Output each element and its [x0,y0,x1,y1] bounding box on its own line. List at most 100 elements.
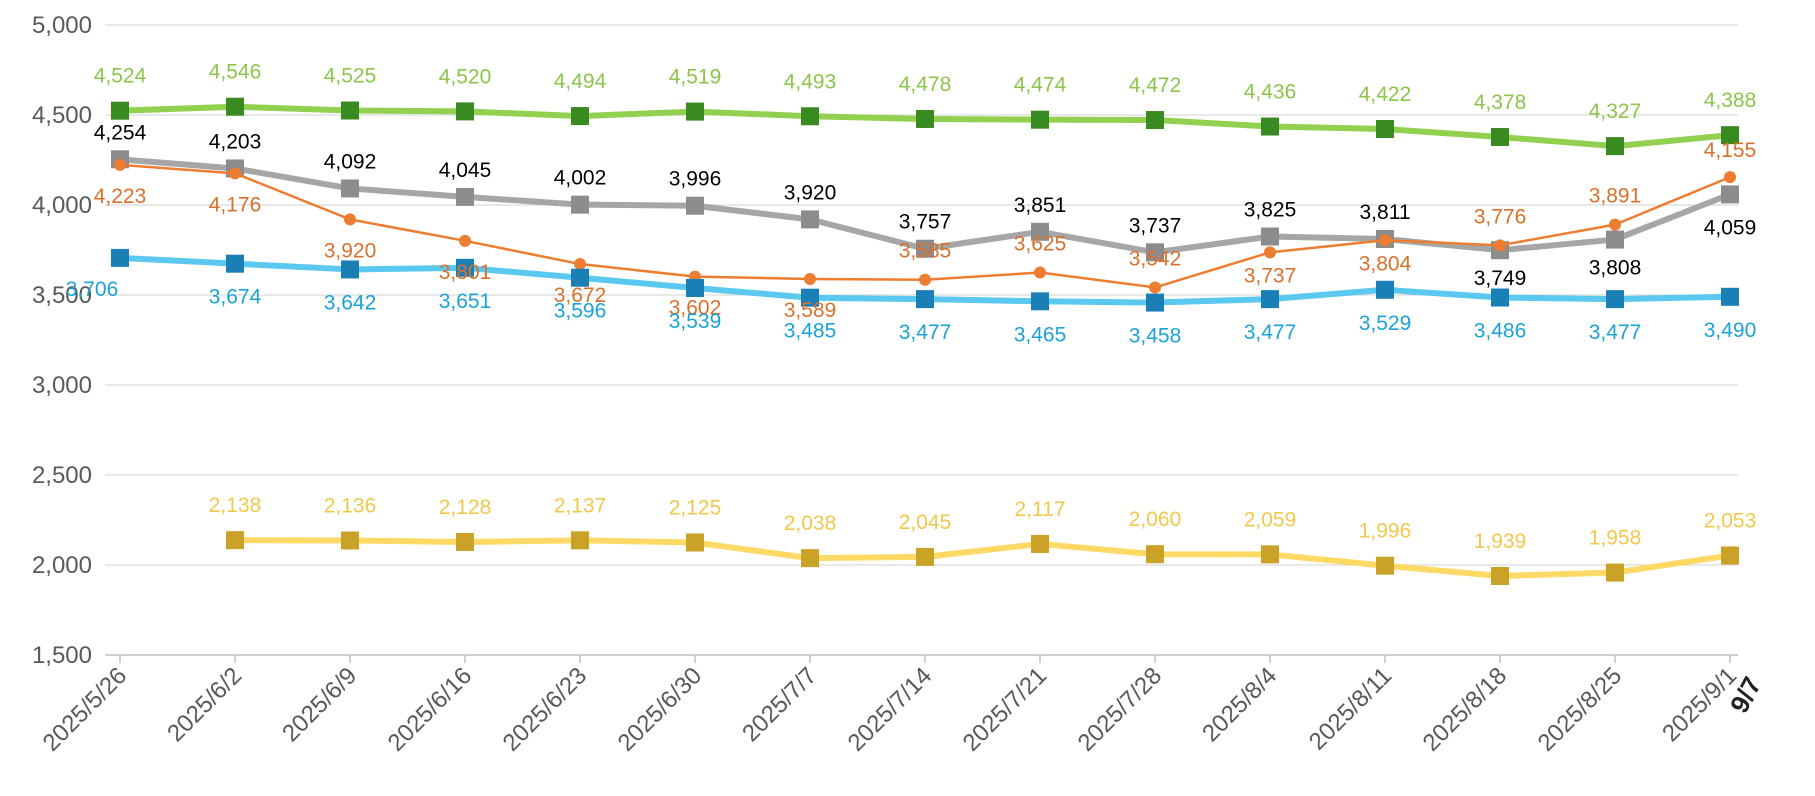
data-label-green: 4,546 [209,61,262,84]
data-point-green [1261,117,1279,136]
data-label-yellow: 1,939 [1474,530,1527,553]
data-label-blue: 3,477 [899,321,952,344]
data-point-orange [229,167,241,180]
data-label-orange: 3,891 [1589,185,1642,208]
data-label-gray: 3,811 [1360,201,1411,224]
data-label-orange: 3,542 [1129,247,1182,270]
data-label-blue: 3,465 [1014,323,1067,346]
data-point-gray [571,195,589,214]
data-point-yellow [456,532,474,551]
data-label-orange: 3,602 [669,297,722,320]
data-label-orange: 3,801 [439,261,492,284]
y-tick-label: 4,500 [32,102,92,129]
data-point-orange [459,234,471,247]
y-tick-label: 1,500 [32,642,92,669]
data-point-gray [801,210,819,229]
data-label-orange: 3,589 [784,299,837,322]
data-point-yellow [1721,546,1739,565]
y-tick-label: 4,000 [32,192,92,219]
data-point-yellow [341,531,359,550]
data-label-green: 4,327 [1589,100,1642,123]
data-point-orange [804,272,816,285]
data-label-green: 4,378 [1474,91,1527,114]
y-tick-label: 2,500 [32,462,92,489]
data-label-green: 4,493 [784,70,837,93]
data-point-green [226,97,244,116]
data-label-orange: 4,155 [1704,139,1757,162]
data-label-green: 4,474 [1014,74,1067,97]
data-point-orange [574,258,586,271]
data-label-blue: 3,458 [1129,325,1182,348]
data-point-yellow [226,531,244,550]
data-point-blue [341,260,359,279]
data-point-orange [919,273,931,286]
x-tick-label: 2025/6/16 [383,662,478,757]
data-point-blue [111,248,129,267]
data-label-orange: 3,625 [1014,233,1067,256]
data-point-green [571,107,589,126]
x-tick-label: 2025/7/7 [737,662,822,747]
data-label-yellow: 2,137 [554,494,607,517]
x-tick-label: 2025/7/14 [843,662,938,757]
y-tick-label: 3,000 [32,372,92,399]
data-point-yellow [1261,545,1279,564]
data-point-gray [1146,243,1164,262]
data-label-gray: 4,059 [1704,216,1757,239]
data-point-green [1606,137,1624,156]
data-point-orange [344,213,356,226]
data-point-gray [1261,227,1279,246]
data-point-gray [686,196,704,215]
data-label-yellow: 1,996 [1359,520,1412,543]
x-tick-label: 2025/6/9 [277,662,362,747]
data-point-gray [1721,185,1739,204]
y-axis-ticks: 1,500 2,000 2,500 3,000 3,500 4,000 4,500 5,000 [32,12,92,669]
data-label-orange: 3,585 [899,240,952,263]
data-label-yellow: 2,128 [439,496,492,519]
data-label-gray: 4,092 [324,150,377,173]
series-blue [111,248,1739,312]
x-tick-label: 2025/6/30 [613,662,708,757]
data-label-green: 4,436 [1244,81,1297,104]
data-point-gray [456,187,474,206]
data-label-green: 4,524 [94,65,147,88]
data-label-yellow: 2,053 [1704,509,1757,532]
data-label-green: 4,519 [669,66,722,89]
data-point-green [1376,120,1394,139]
data-label-gray: 4,203 [209,130,262,153]
data-label-yellow: 1,958 [1589,527,1642,550]
data-label-yellow: 2,045 [899,511,952,534]
data-point-orange [1264,246,1276,259]
data-label-green: 4,525 [324,65,377,88]
data-label-yellow: 2,136 [324,495,377,518]
data-label-gray: 3,996 [669,168,722,191]
x-tick-label: 2025/5/26 [38,662,133,757]
data-point-green [111,101,129,120]
data-point-orange [1034,266,1046,279]
x-tick-label: 2025/7/28 [1073,662,1168,757]
data-label-blue: 3,674 [209,286,262,309]
x-tick-label: 2025/7/21 [958,662,1053,757]
data-label-blue: 3,642 [324,291,377,314]
data-point-yellow [571,531,589,550]
data-label-orange: 3,804 [1359,252,1412,275]
data-point-blue [686,278,704,297]
series-line-yellow [234,537,1731,579]
data-point-green [1491,127,1509,146]
data-point-gray [1031,222,1049,241]
data-label-gray: 3,757 [899,211,952,234]
data-label-gray: 4,254 [94,121,147,144]
data-label-gray: 3,737 [1129,214,1182,237]
data-label-orange: 4,223 [94,185,147,208]
data-label-green: 4,388 [1704,89,1757,112]
data-point-green [801,107,819,126]
data-label-yellow: 2,125 [669,497,722,520]
data-label-orange: 3,672 [554,284,607,307]
data-point-orange [1379,234,1391,247]
data-label-orange: 3,776 [1474,205,1527,228]
data-label-yellow: 2,060 [1129,508,1182,531]
data-point-blue [1491,288,1509,307]
data-point-yellow [1146,545,1164,564]
data-point-orange [1149,281,1161,294]
data-label-blue: 3,651 [439,290,492,313]
